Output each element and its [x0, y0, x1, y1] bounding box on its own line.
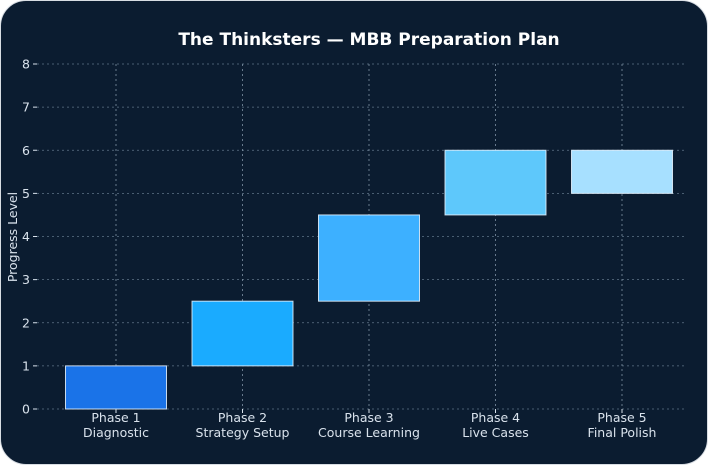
bar-phase-4: [444, 149, 547, 216]
bar-phase-1: [65, 365, 167, 410]
bar-layer: [65, 149, 673, 410]
y-tick-label: 5: [22, 186, 30, 201]
y-tick-layer: 0 1 2 3 4 5 6 7 8: [22, 57, 37, 417]
x-tick-label-line1: Phase 2: [218, 410, 267, 425]
x-tick-label-line1: Phase 5: [597, 410, 646, 425]
chart-title: The Thinksters — MBB Preparation Plan: [178, 30, 559, 50]
bar-phase-2: [191, 300, 294, 367]
x-tick-label-line1: Phase 4: [471, 410, 520, 425]
x-tick-label-line2: Final Polish: [588, 425, 657, 440]
x-tick-label-line2: Strategy Setup: [196, 425, 290, 440]
y-tick-label: 1: [22, 358, 30, 373]
x-tick-label-line2: Course Learning: [318, 425, 420, 440]
x-tick-label-line2: Live Cases: [462, 425, 529, 440]
y-tick-label: 6: [22, 143, 30, 158]
x-tick-label-line1: Phase 1: [91, 410, 140, 425]
y-tick-label: 4: [22, 229, 30, 244]
y-tick-label: 3: [22, 272, 30, 287]
x-tick-label-line1: Phase 3: [344, 410, 393, 425]
bar-phase-3: [318, 214, 420, 302]
x-tick-label-line2: Diagnostic: [83, 425, 149, 440]
bar-phase-5: [571, 149, 673, 194]
y-axis-label: Progress Level: [5, 192, 20, 282]
y-tick-label: 0: [22, 402, 30, 417]
y-tick-label: 7: [22, 100, 30, 115]
y-tick-label: 2: [22, 315, 30, 330]
y-tick-label: 8: [22, 57, 30, 72]
